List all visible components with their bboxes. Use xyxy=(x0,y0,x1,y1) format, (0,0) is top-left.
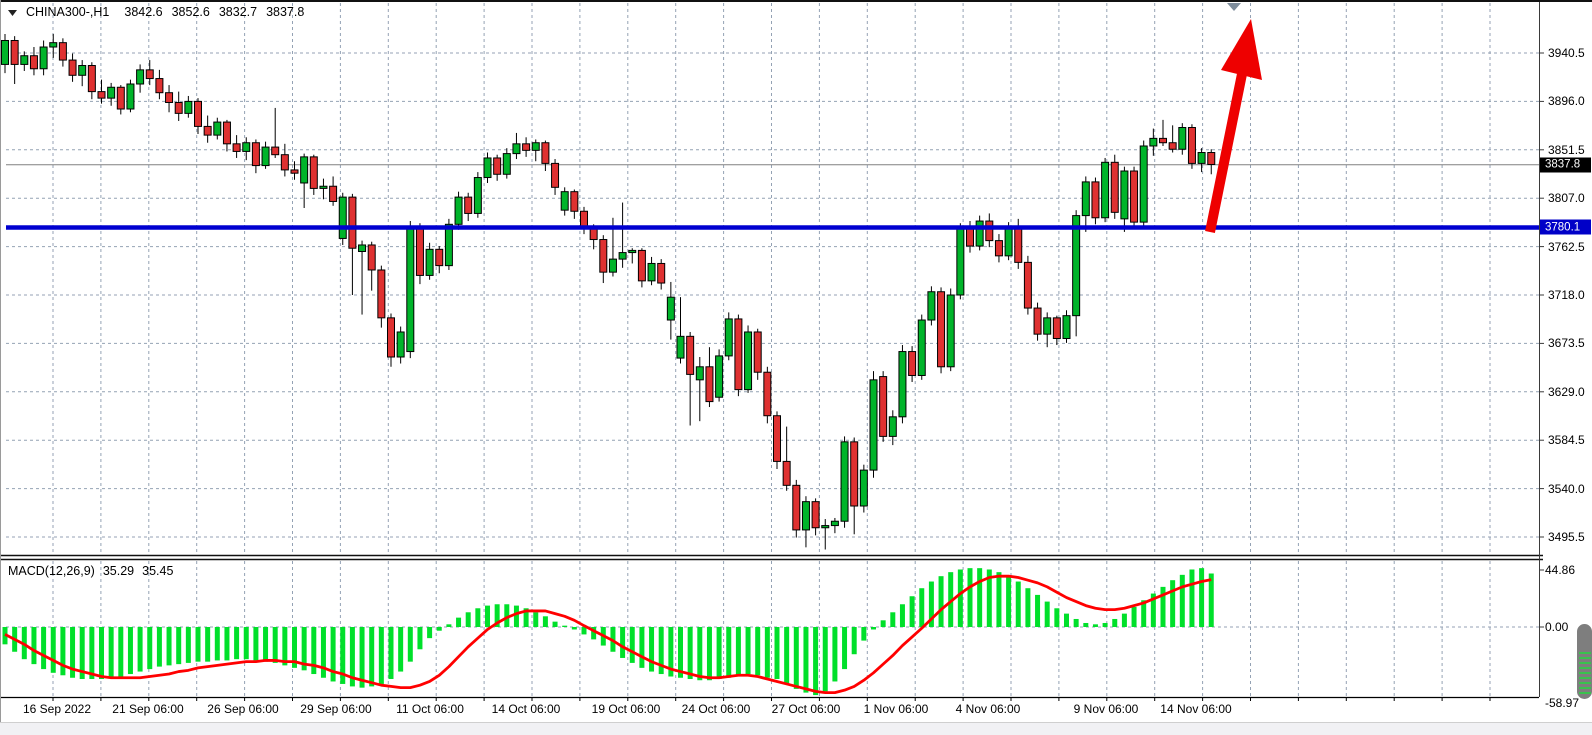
price-axis-label: 3762.5 xyxy=(1548,239,1585,254)
candles xyxy=(1,33,1216,550)
time-axis-label: 27 Oct 06:00 xyxy=(771,702,841,716)
time-axis-label: 16 Sep 2022 xyxy=(22,702,92,716)
time-axis-label: 29 Sep 06:00 xyxy=(300,702,372,716)
price-axis-label: 3807.0 xyxy=(1548,191,1585,206)
price-axis-label: 3851.5 xyxy=(1548,142,1585,157)
window-bottom-strip xyxy=(0,722,1592,735)
price-axis-label: 3718.0 xyxy=(1548,288,1585,302)
price-axis-label: 3896.0 xyxy=(1548,94,1585,109)
current-price-badge: 3837.8 xyxy=(1540,157,1591,173)
price-axis-label: 3673.5 xyxy=(1548,336,1585,351)
ohlc-high: 3852.6 xyxy=(171,5,210,19)
ohlc-low: 3832.7 xyxy=(218,5,258,19)
ohlc-close: 3837.8 xyxy=(266,5,305,19)
symbol-header: CHINA300-,H1 3842.6 3852.6 3832.7 3837.8 xyxy=(8,5,304,19)
symbol-dropdown-icon[interactable] xyxy=(8,9,17,16)
time-axis-label: 14 Nov 06:00 xyxy=(1160,702,1232,716)
time-axis-label: 4 Nov 06:00 xyxy=(955,702,1021,716)
time-axis-label: 9 Nov 06:00 xyxy=(1073,702,1139,716)
trend-arrow-annotation[interactable] xyxy=(1205,19,1262,233)
price-axis-label: 3495.5 xyxy=(1548,530,1585,544)
price-axis-label: 3540.0 xyxy=(1548,481,1585,496)
price-axis-label: 3584.5 xyxy=(1548,433,1585,448)
time-axis-label: 14 Oct 06:00 xyxy=(491,702,561,716)
time-axis-label: 11 Oct 06:00 xyxy=(396,702,464,716)
symbol-period-label: CHINA300-,H1 xyxy=(26,5,110,19)
time-axis-label: 26 Sep 06:00 xyxy=(207,702,279,716)
price-axis-label: 3940.5 xyxy=(1548,46,1585,60)
support-hline[interactable] xyxy=(6,225,1539,230)
scrollbar-thumb-stripes xyxy=(1579,652,1591,694)
time-axis-label: 1 Nov 06:00 xyxy=(863,702,929,716)
ohlc-open: 3842.6 xyxy=(124,5,163,19)
grid-lines xyxy=(6,3,1539,696)
macd-signal-value: 35.45 xyxy=(142,564,174,578)
price-axis-label: 3629.0 xyxy=(1548,384,1585,399)
hline-price-badge: 3780.1 xyxy=(1540,219,1591,235)
macd-histogram xyxy=(2,568,1214,696)
chart-end-marker-icon[interactable] xyxy=(1227,3,1241,11)
time-axis-label: 19 Oct 06:00 xyxy=(591,702,661,716)
macd-indicator-label: MACD(12,26,9) 35.29 35.45 xyxy=(8,564,173,578)
macd-axis-label: -58.97 xyxy=(1545,696,1580,710)
macd-signal-line xyxy=(4,574,1212,695)
time-axis-label: 21 Sep 06:00 xyxy=(112,702,184,716)
macd-axis-label: 0.00 xyxy=(1545,620,1569,634)
macd-axis-label: 44.86 xyxy=(1545,563,1576,577)
scrollbar-thumb[interactable] xyxy=(1577,624,1592,699)
time-axis-label: 24 Oct 06:00 xyxy=(681,702,751,716)
macd-name: MACD(12,26,9) xyxy=(8,564,95,578)
macd-value: 35.29 xyxy=(102,564,135,578)
